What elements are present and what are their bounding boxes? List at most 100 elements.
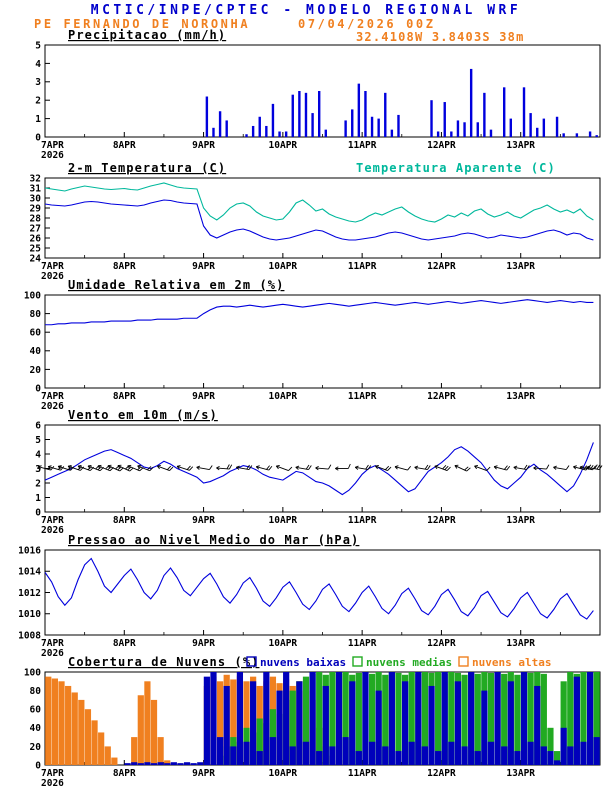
barb-arrowhead (276, 464, 280, 467)
barb-fletch (444, 465, 449, 471)
barb-shaft (394, 466, 408, 471)
bar (401, 681, 409, 765)
barb-arrowhead (216, 467, 220, 471)
x-tick-label: 12APR (427, 391, 456, 402)
bar (243, 681, 250, 765)
y-tick-label: 80 (30, 686, 42, 697)
bar (560, 727, 567, 765)
bar (283, 672, 290, 765)
barb-arrowhead (87, 465, 91, 470)
x-tick-label: 12APR (427, 638, 456, 649)
barb-arrowhead (157, 464, 161, 467)
bar (481, 690, 488, 765)
x-axis-year-label: 2026 (41, 150, 64, 161)
barb-arrowhead (256, 465, 260, 468)
bar (536, 127, 539, 137)
y-tick-label: 27 (30, 223, 41, 234)
bar (408, 672, 415, 765)
y-tick-label: 4 (35, 59, 41, 70)
bar (435, 672, 442, 765)
series-precipitacao-mm-h- (205, 68, 598, 137)
barb-fletch (596, 464, 601, 470)
bar (384, 92, 387, 137)
barb-fletch (442, 465, 447, 470)
x-tick-label: 10APR (269, 261, 298, 272)
barb-fletch (189, 466, 194, 471)
bar (263, 672, 270, 765)
bar (164, 760, 171, 765)
barb-fletch (565, 465, 570, 470)
series-nuvens-baixas (124, 672, 600, 765)
x-tick-label: 11APR (348, 391, 377, 402)
y-tick-label: 1 (35, 114, 41, 125)
line-temperatura-aparente-c- (44, 182, 594, 223)
bar (463, 122, 466, 137)
bar (483, 92, 486, 137)
bar (157, 762, 164, 765)
barb-fletch (169, 466, 174, 471)
y-tick-label: 6 (35, 420, 41, 431)
bar (430, 100, 433, 137)
barb-arrowhead (97, 465, 101, 469)
barb-fletch (305, 464, 310, 470)
barb-arrowhead (533, 465, 537, 469)
bar (494, 672, 501, 765)
line-pressao-ao-nivel-medio-do-mar-hpa- (44, 557, 594, 620)
bar (573, 676, 580, 765)
run-datetime: 07/04/2026 00Z (298, 17, 436, 31)
barb-arrowhead (216, 465, 220, 469)
plot-frame (44, 294, 601, 389)
bar (382, 746, 389, 765)
x-tick-label: 12APR (427, 768, 456, 779)
y-tick-label: 30 (30, 193, 42, 204)
bar (316, 672, 323, 765)
barb-shaft (474, 465, 487, 471)
x-tick-label: 8APR (113, 638, 136, 649)
barb-fletch (328, 464, 332, 470)
y-tick-label: 5 (35, 435, 41, 446)
bar (329, 746, 336, 765)
bar (501, 746, 508, 765)
x-tick-label: 9APR (192, 140, 215, 151)
bar (216, 737, 224, 765)
bar (289, 690, 296, 765)
y-tick-label: 60 (30, 328, 42, 339)
barb-fletch (427, 465, 431, 470)
line-umidade-relativa-em-2m- (45, 299, 594, 326)
bar (534, 685, 541, 765)
barb-fletch (523, 464, 528, 470)
barb-fletch (149, 467, 154, 472)
barb-arrowhead (67, 465, 71, 470)
bar (448, 741, 455, 765)
barb-arrowhead (137, 465, 141, 469)
barb-fletch (58, 465, 62, 470)
y-tick-label: 24 (30, 253, 42, 264)
plot-frame (44, 549, 601, 636)
bar (542, 118, 546, 137)
bar (329, 672, 336, 765)
legend-swatch-low-clouds-icon (246, 656, 257, 667)
bar (311, 113, 314, 137)
legend-swatch-high-clouds-icon (458, 656, 469, 667)
x-tick-label: 13APR (506, 515, 535, 526)
bar (489, 129, 493, 137)
x-axis-year-label: 2026 (41, 778, 64, 789)
bar (144, 762, 151, 765)
bar (540, 673, 547, 765)
bar (382, 674, 389, 765)
y-tick-label: 20 (30, 365, 42, 376)
barb-arrowhead (58, 465, 62, 467)
y-tick-label: 40 (30, 723, 42, 734)
panel-title-temperature: 2-m Temperatura (C) (68, 161, 226, 175)
bar (529, 113, 532, 137)
barb-arrowhead (38, 465, 42, 468)
barb-fletch (506, 465, 511, 471)
barb-fletch (147, 466, 152, 471)
y-tick-label: 0 (35, 132, 41, 143)
bar (250, 681, 257, 765)
barb-arrowhead (47, 466, 51, 470)
bar (258, 116, 261, 137)
